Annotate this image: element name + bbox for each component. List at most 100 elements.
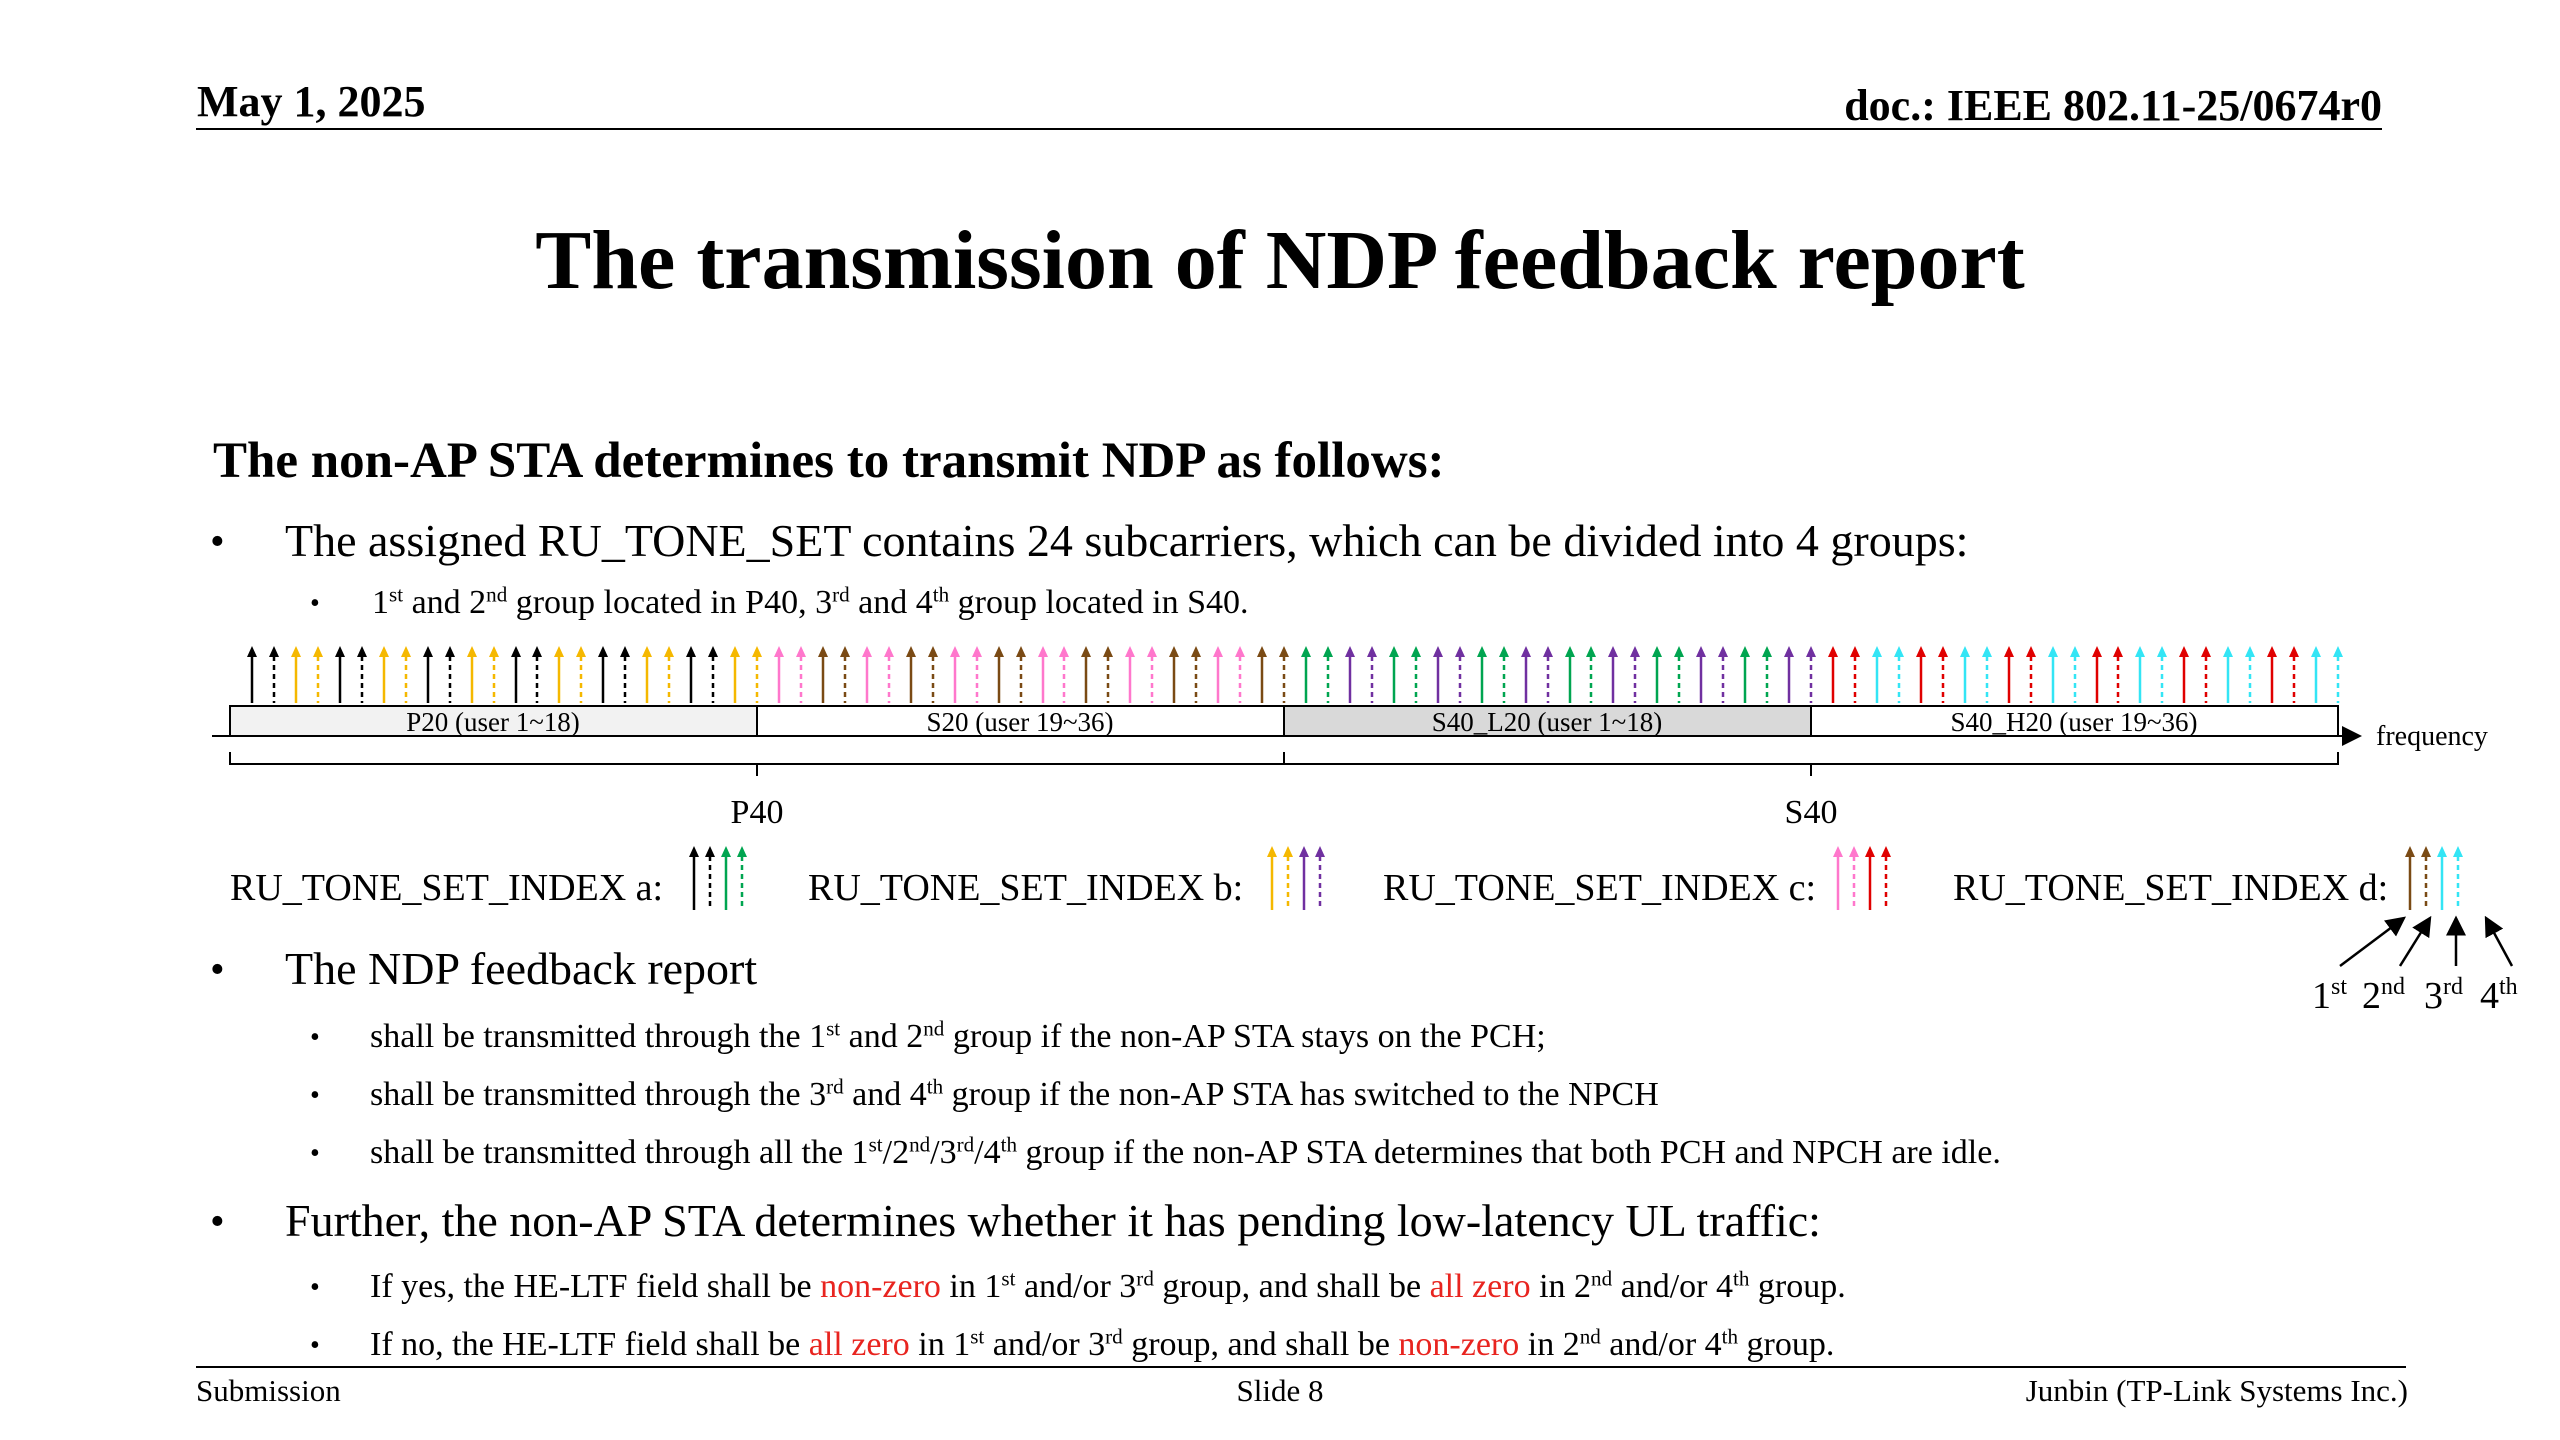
subcarrier-arrow (1565, 646, 1575, 703)
subcarrier-arrow (1740, 646, 1750, 703)
subcarrier-arrow (357, 646, 367, 703)
subcarrier-arrow (1828, 646, 1838, 703)
bullet-marker: • (210, 947, 225, 993)
subcarrier-arrow (467, 646, 477, 703)
subcarrier-arrow (642, 646, 652, 703)
subcarrier-arrow (1784, 646, 1794, 703)
legend-arrow-b (1283, 846, 1293, 910)
subcarrier-arrow (423, 646, 433, 703)
legend-arrow-c (1849, 846, 1859, 910)
footer-divider (196, 1366, 2406, 1368)
sub-bullet-marker: • (310, 588, 320, 619)
subcarrier-arrow (708, 646, 718, 703)
subcarrier-arrow (2201, 646, 2211, 703)
subcarrier-arrow (445, 646, 455, 703)
subcarrier-arrow (1543, 646, 1553, 703)
channel-label-s20: S20 (user 19~36) (926, 707, 1113, 737)
sub-bullet-if-yes: If yes, the HE-LTF field shall be non-ze… (370, 1266, 1846, 1305)
subcarrier-arrow (1499, 646, 1509, 703)
subcarrier-arrow (1038, 646, 1048, 703)
subcarrier-arrow (379, 646, 389, 703)
subcarrier-arrow (489, 646, 499, 703)
subcarrier-arrow (664, 646, 674, 703)
index-d-label: RU_TONE_SET_INDEX d: (1953, 867, 2388, 909)
group-label-2: 2nd (2362, 974, 2405, 1017)
subcarrier-arrow (840, 646, 850, 703)
subcarrier-arrow (752, 646, 762, 703)
subcarrier-arrow (532, 646, 542, 703)
subcarrier-arrow (269, 646, 279, 703)
legend-arrow-c (1833, 846, 1843, 910)
pointer-group-4 (2484, 915, 2514, 967)
subcarrier-arrow (950, 646, 960, 703)
subcarrier-arrow (730, 646, 740, 703)
subcarrier-arrow (313, 646, 323, 703)
slide-title: The transmission of NDP feedback report (535, 214, 2025, 307)
subcarrier-arrow (401, 646, 411, 703)
legend-arrow-a (689, 846, 699, 910)
subcarrier-arrow (972, 646, 982, 703)
subcarrier-arrow (511, 646, 521, 703)
subcarrier-arrow (1147, 646, 1157, 703)
subcarrier-arrow (994, 646, 1004, 703)
subcarrier-arrow (2004, 646, 2014, 703)
subcarrier-arrow (774, 646, 784, 703)
subcarrier-arrow (2048, 646, 2058, 703)
header-date: May 1, 2025 (197, 77, 426, 126)
p40-brace (229, 752, 1285, 765)
subcarrier-arrow (686, 646, 696, 703)
sub-bullet-marker: • (310, 1138, 320, 1169)
p40-label: P40 (731, 794, 784, 831)
legend-arrow-a (737, 846, 747, 910)
bullet-marker: • (210, 1199, 225, 1245)
header-doc-id: doc.: IEEE 802.11-25/0674r0 (1844, 81, 2382, 130)
subcarrier-arrow (1125, 646, 1135, 703)
group-label-3: 3rd (2424, 974, 2463, 1017)
subcarrier-arrow (1389, 646, 1399, 703)
subcarrier-arrow (1630, 646, 1640, 703)
subcarrier-arrow (1191, 646, 1201, 703)
subcarrier-arrow (1872, 646, 1882, 703)
subcarrier-arrow (1257, 646, 1267, 703)
subcarrier-arrow (1301, 646, 1311, 703)
subcarrier-arrow (2135, 646, 2145, 703)
sub-bullet-both-idle: shall be transmitted through all the 1st… (370, 1132, 2001, 1171)
subcarrier-arrow (2289, 646, 2299, 703)
subcarrier-arrow (2092, 646, 2102, 703)
subcarrier-arrow (906, 646, 916, 703)
subcarrier-arrow (2179, 646, 2189, 703)
subcarrier-arrow (1455, 646, 1465, 703)
subcarrier-arrow (1345, 646, 1355, 703)
channel-label-p20: P20 (user 1~18) (406, 707, 580, 737)
subcarrier-arrow (2223, 646, 2233, 703)
channel-s40-l20 (1283, 705, 1812, 737)
index-c-label: RU_TONE_SET_INDEX c: (1383, 867, 1816, 909)
channel-s40-h20 (1810, 705, 2339, 737)
subcarrier-arrow (1433, 646, 1443, 703)
index-a-label: RU_TONE_SET_INDEX a: (230, 867, 663, 909)
subcarrier-arrow (598, 646, 608, 703)
subcarrier-arrow (1016, 646, 1026, 703)
channel-label-s40-h20: S40_H20 (user 19~36) (1950, 707, 2197, 737)
subcarrier-arrow (2333, 646, 2343, 703)
legend-arrow-b (1315, 846, 1325, 910)
group-label-4: 4th (2480, 974, 2518, 1017)
subcarrier-arrow (1411, 646, 1421, 703)
legend-arrow-d (2453, 846, 2463, 910)
subcarrier-arrow (1059, 646, 1069, 703)
subcarrier-arrows (247, 646, 2343, 703)
subcarrier-arrow (1696, 646, 1706, 703)
footer-author: Junbin (TP-Link Systems Inc.) (2025, 1373, 2408, 1408)
subcarrier-arrow (291, 646, 301, 703)
channel-label-s40-l20: S40_L20 (user 1~18) (1432, 707, 1663, 737)
legend-arrow-c (1865, 846, 1875, 910)
subcarrier-arrow (1279, 646, 1289, 703)
pointer-group-1 (2339, 916, 2406, 967)
sub-bullet-group-location: 1st and 2nd group located in P40, 3rd an… (372, 582, 1249, 621)
subcarrier-arrow (1960, 646, 1970, 703)
s40-label: S40 (1785, 794, 1838, 831)
subcarrier-arrow (1367, 646, 1377, 703)
subcarrier-arrow (818, 646, 828, 703)
legend-arrow-a (721, 846, 731, 910)
subcarrier-arrow (2070, 646, 2080, 703)
